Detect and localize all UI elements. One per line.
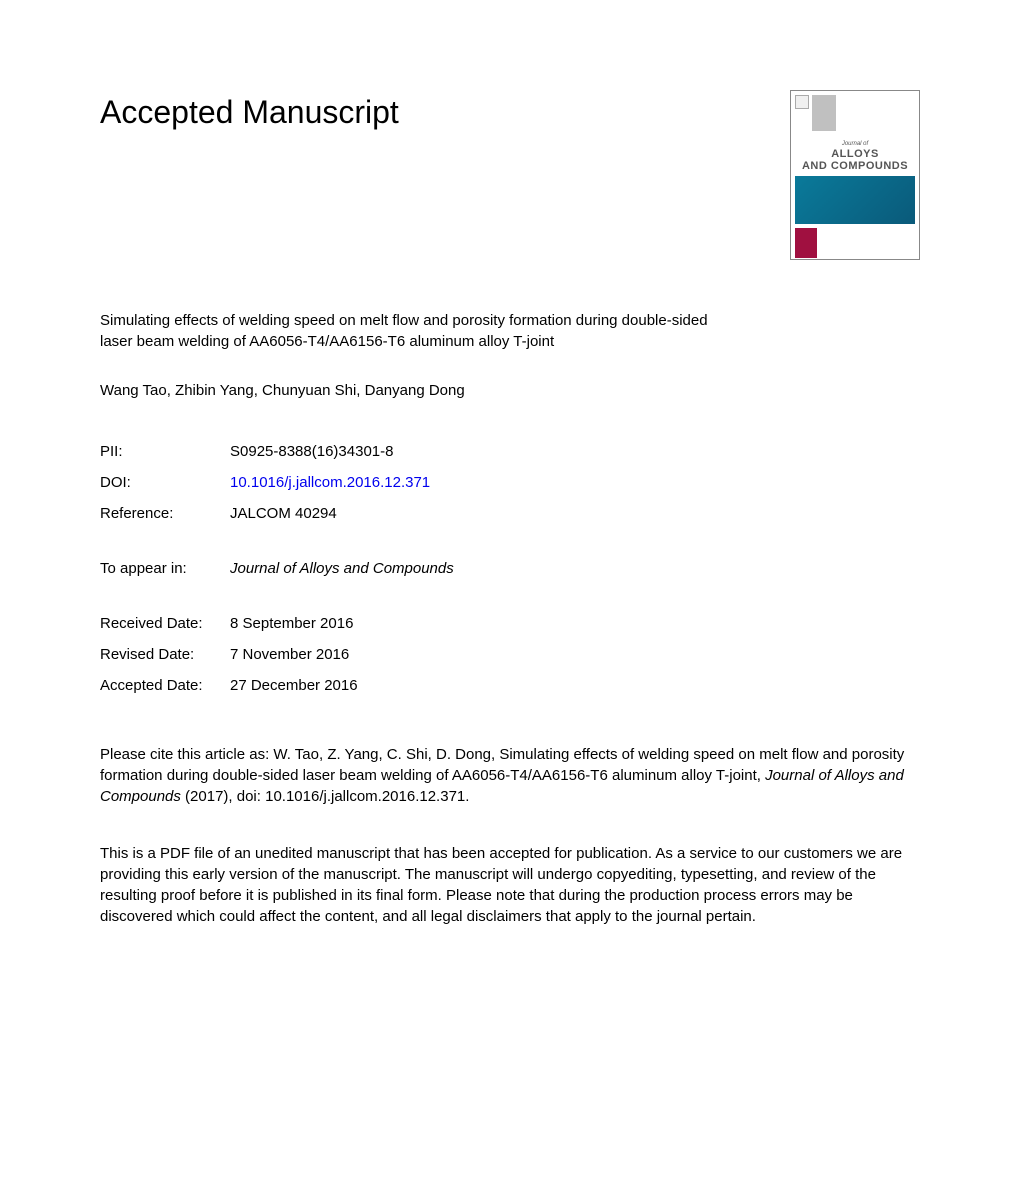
meta-row-received: Received Date: 8 September 2016 [100, 613, 920, 634]
received-value: 8 September 2016 [230, 613, 920, 634]
publisher-logo-icon [795, 95, 809, 109]
disclaimer-text: This is a PDF file of an unedited manusc… [100, 843, 920, 927]
cover-journal-of: Journal of [795, 141, 915, 148]
meta-row-doi: DOI: 10.1016/j.jallcom.2016.12.371 [100, 472, 920, 493]
appear-value: Journal of Alloys and Compounds [230, 558, 920, 579]
cover-red-box [795, 228, 817, 258]
cover-journal-name: Journal of ALLOYS AND COMPOUNDS [791, 139, 919, 174]
meta-row-reference: Reference: JALCOM 40294 [100, 503, 920, 524]
pii-value: S0925-8388(16)34301-8 [230, 441, 920, 462]
header-row: Accepted Manuscript Journal of ALLOYS AN… [100, 90, 920, 260]
meta-row-appear: To appear in: Journal of Alloys and Comp… [100, 558, 920, 579]
reference-value: JALCOM 40294 [230, 503, 920, 524]
cover-small-text [820, 228, 915, 258]
meta-row-pii: PII: S0925-8388(16)34301-8 [100, 441, 920, 462]
cover-compounds: AND COMPOUNDS [795, 160, 915, 172]
page-title: Accepted Manuscript [100, 90, 399, 135]
accepted-value: 27 December 2016 [230, 675, 920, 696]
appear-label: To appear in: [100, 558, 230, 579]
citation-text: Please cite this article as: W. Tao, Z. … [100, 744, 920, 807]
doi-label: DOI: [100, 472, 230, 493]
cover-alloys: ALLOYS [795, 148, 915, 160]
cover-top-strip [791, 91, 919, 139]
received-label: Received Date: [100, 613, 230, 634]
citation-suffix: (2017), doi: 10.1016/j.jallcom.2016.12.3… [181, 788, 470, 805]
meta-row-accepted: Accepted Date: 27 December 2016 [100, 675, 920, 696]
revised-value: 7 November 2016 [230, 644, 920, 665]
revised-label: Revised Date: [100, 644, 230, 665]
cover-bottom-strip [791, 226, 919, 260]
cover-image-area [795, 176, 915, 224]
accepted-label: Accepted Date: [100, 675, 230, 696]
article-authors: Wang Tao, Zhibin Yang, Chunyuan Shi, Dan… [100, 380, 920, 401]
doi-link[interactable]: 10.1016/j.jallcom.2016.12.371 [230, 472, 920, 493]
pii-label: PII: [100, 441, 230, 462]
reference-label: Reference: [100, 503, 230, 524]
meta-row-revised: Revised Date: 7 November 2016 [100, 644, 920, 665]
cover-top-text [839, 95, 915, 135]
metadata-table: PII: S0925-8388(16)34301-8 DOI: 10.1016/… [100, 441, 920, 696]
journal-cover-thumbnail: Journal of ALLOYS AND COMPOUNDS [790, 90, 920, 260]
cover-gray-box [812, 95, 836, 131]
article-title: Simulating effects of welding speed on m… [100, 310, 740, 352]
